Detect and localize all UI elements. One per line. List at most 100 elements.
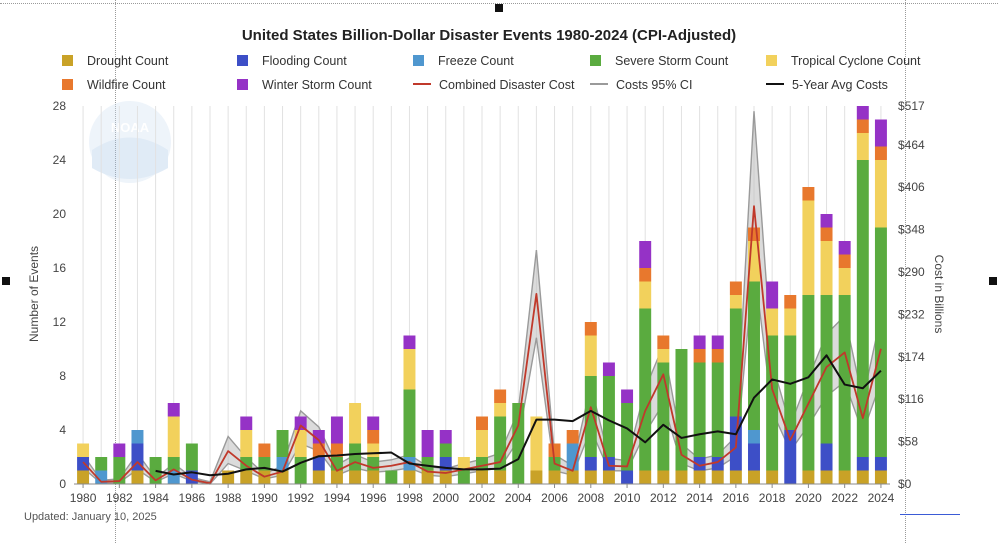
x-tick-label-2008: 2008 (577, 491, 604, 505)
bar-severe-storm-count-2020 (802, 295, 815, 471)
bar-drought-count-2005 (530, 470, 543, 484)
bar-wildfire-count-2006 (548, 443, 561, 457)
y2-tick-label-290: $290 (898, 265, 925, 279)
bar-severe-storm-count-1985 (167, 457, 180, 471)
bar-severe-storm-count-1992 (294, 457, 307, 484)
bar-wildfire-count-2017 (748, 227, 760, 241)
legend-line-five-year-avg (766, 83, 784, 85)
bar-tropical-cyclone-count-2017 (748, 241, 760, 282)
bar-winter-storm-count-1992 (294, 416, 307, 430)
legend-swatch-flooding (237, 55, 248, 66)
y2-tick-label-348: $348 (898, 223, 925, 237)
bar-tropical-cyclone-count-2001 (457, 457, 470, 471)
bar-severe-storm-count-1989 (240, 457, 253, 471)
bar-tropical-cyclone-count-2016 (729, 295, 742, 309)
x-tick-label-2016: 2016 (723, 491, 750, 505)
bar-severe-storm-count-2011 (639, 308, 652, 471)
y2-tick-label-517: $517 (898, 99, 925, 113)
bar-flooding-count-2021 (820, 443, 833, 471)
bar-winter-storm-count-1994 (330, 416, 343, 444)
y-tick-label-28: 28 (53, 99, 67, 113)
bar-flooding-count-2014 (693, 457, 706, 471)
bar-winter-storm-count-1999 (421, 430, 434, 457)
bar-freeze-count-1985 (167, 470, 180, 484)
x-tick-label-1998: 1998 (396, 491, 423, 505)
line-layer (82, 205, 882, 485)
x-tick-label-1984: 1984 (142, 491, 169, 505)
bar-severe-storm-count-2023 (856, 160, 869, 457)
bar-severe-storm-count-2004 (512, 403, 525, 484)
bar-tropical-cyclone-count-2008 (584, 335, 597, 376)
legend-item-severe-storm: Severe Storm Count (590, 54, 728, 70)
bar-wildfire-count-1993 (312, 443, 325, 457)
bar-severe-storm-count-2010 (621, 403, 634, 471)
bar-drought-count-2017 (748, 470, 760, 484)
bar-drought-count-1980 (77, 470, 90, 484)
bar-drought-count-2008 (584, 470, 597, 484)
resize-handle-right[interactable] (989, 277, 997, 285)
legend-line-combined-cost (413, 83, 431, 85)
bar-tropical-cyclone-count-2024 (874, 160, 887, 228)
bar-drought-count-2013 (675, 470, 688, 484)
resize-handle-left[interactable] (2, 277, 10, 285)
bar-drought-count-2024 (874, 470, 887, 484)
legend-label-freeze: Freeze Count (438, 54, 514, 68)
line-combined-disaster-cost (82, 205, 882, 485)
y-tick-label-4: 4 (59, 423, 66, 437)
bar-flooding-count-2015 (711, 457, 724, 471)
bar-drought-count-1989 (240, 470, 253, 484)
bar-severe-storm-count-2002 (476, 457, 488, 471)
legend-swatch-drought (62, 55, 73, 66)
x-tick-label-2002: 2002 (469, 491, 496, 505)
bar-tropical-cyclone-count-2002 (476, 430, 488, 457)
bar-winter-storm-count-2022 (838, 241, 851, 255)
x-tick-label-1994: 1994 (324, 491, 351, 505)
bar-wildfire-count-2023 (856, 119, 869, 133)
resize-handle-top[interactable] (495, 4, 503, 12)
legend-label-wildfire: Wildfire Count (87, 78, 166, 92)
x-tick-label-2004: 2004 (505, 491, 532, 505)
bar-tropical-cyclone-count-2021 (820, 241, 833, 295)
bar-severe-storm-count-2008 (584, 376, 597, 457)
bar-winter-storm-count-2023 (856, 106, 869, 120)
bar-tropical-cyclone-count-2023 (856, 133, 869, 160)
bar-winter-storm-count-2024 (874, 119, 887, 147)
bar-severe-storm-count-2001 (457, 470, 470, 484)
bar-severe-storm-count-2003 (494, 416, 507, 471)
legend-swatch-wildfire (62, 79, 73, 90)
bar-winter-storm-count-1989 (240, 416, 253, 430)
selection-guide-right (905, 0, 906, 543)
bar-drought-count-2021 (820, 470, 833, 484)
y-tick-label-16: 16 (53, 261, 67, 275)
legend-item-combined-cost: Combined Disaster Cost (413, 78, 574, 94)
legend-item-wildfire: Wildfire Count (62, 78, 166, 94)
bar-drought-count-1988 (222, 470, 235, 484)
bar-freeze-count-1991 (276, 457, 289, 471)
bar-freeze-count-1983 (131, 430, 144, 444)
bar-wildfire-count-2022 (838, 254, 851, 268)
bar-severe-storm-count-2019 (784, 335, 797, 430)
bar-flooding-count-2017 (748, 443, 760, 471)
legend-item-costs-ci: Costs 95% CI (590, 78, 692, 94)
bar-drought-count-1991 (276, 470, 289, 484)
legend-label-combined-cost: Combined Disaster Cost (439, 78, 575, 92)
source-link[interactable] (900, 514, 960, 516)
bar-severe-storm-count-2018 (766, 335, 779, 471)
y-tick-label-20: 20 (53, 207, 67, 221)
x-tick-label-1982: 1982 (106, 491, 133, 505)
bar-severe-storm-count-2016 (729, 308, 742, 417)
chart-title: United States Billion-Dollar Disaster Ev… (241, 27, 737, 44)
legend-label-severe-storm: Severe Storm Count (615, 54, 729, 68)
bar-drought-count-1994 (330, 470, 343, 484)
bar-winter-storm-count-2021 (820, 214, 833, 228)
bar-severe-storm-count-1997 (385, 470, 398, 484)
legend-swatch-severe-storm (590, 55, 601, 66)
bar-winter-storm-count-1998 (403, 335, 416, 349)
legend-swatch-winter-storm (237, 79, 248, 90)
bar-severe-storm-count-2014 (693, 362, 706, 457)
bar-flooding-count-2023 (856, 457, 869, 471)
legend-label-tropical-cyclone: Tropical Cyclone Count (791, 54, 921, 68)
bar-severe-storm-count-2009 (602, 376, 615, 457)
bar-winter-storm-count-1985 (167, 403, 180, 417)
x-tick-label-2024: 2024 (868, 491, 895, 505)
